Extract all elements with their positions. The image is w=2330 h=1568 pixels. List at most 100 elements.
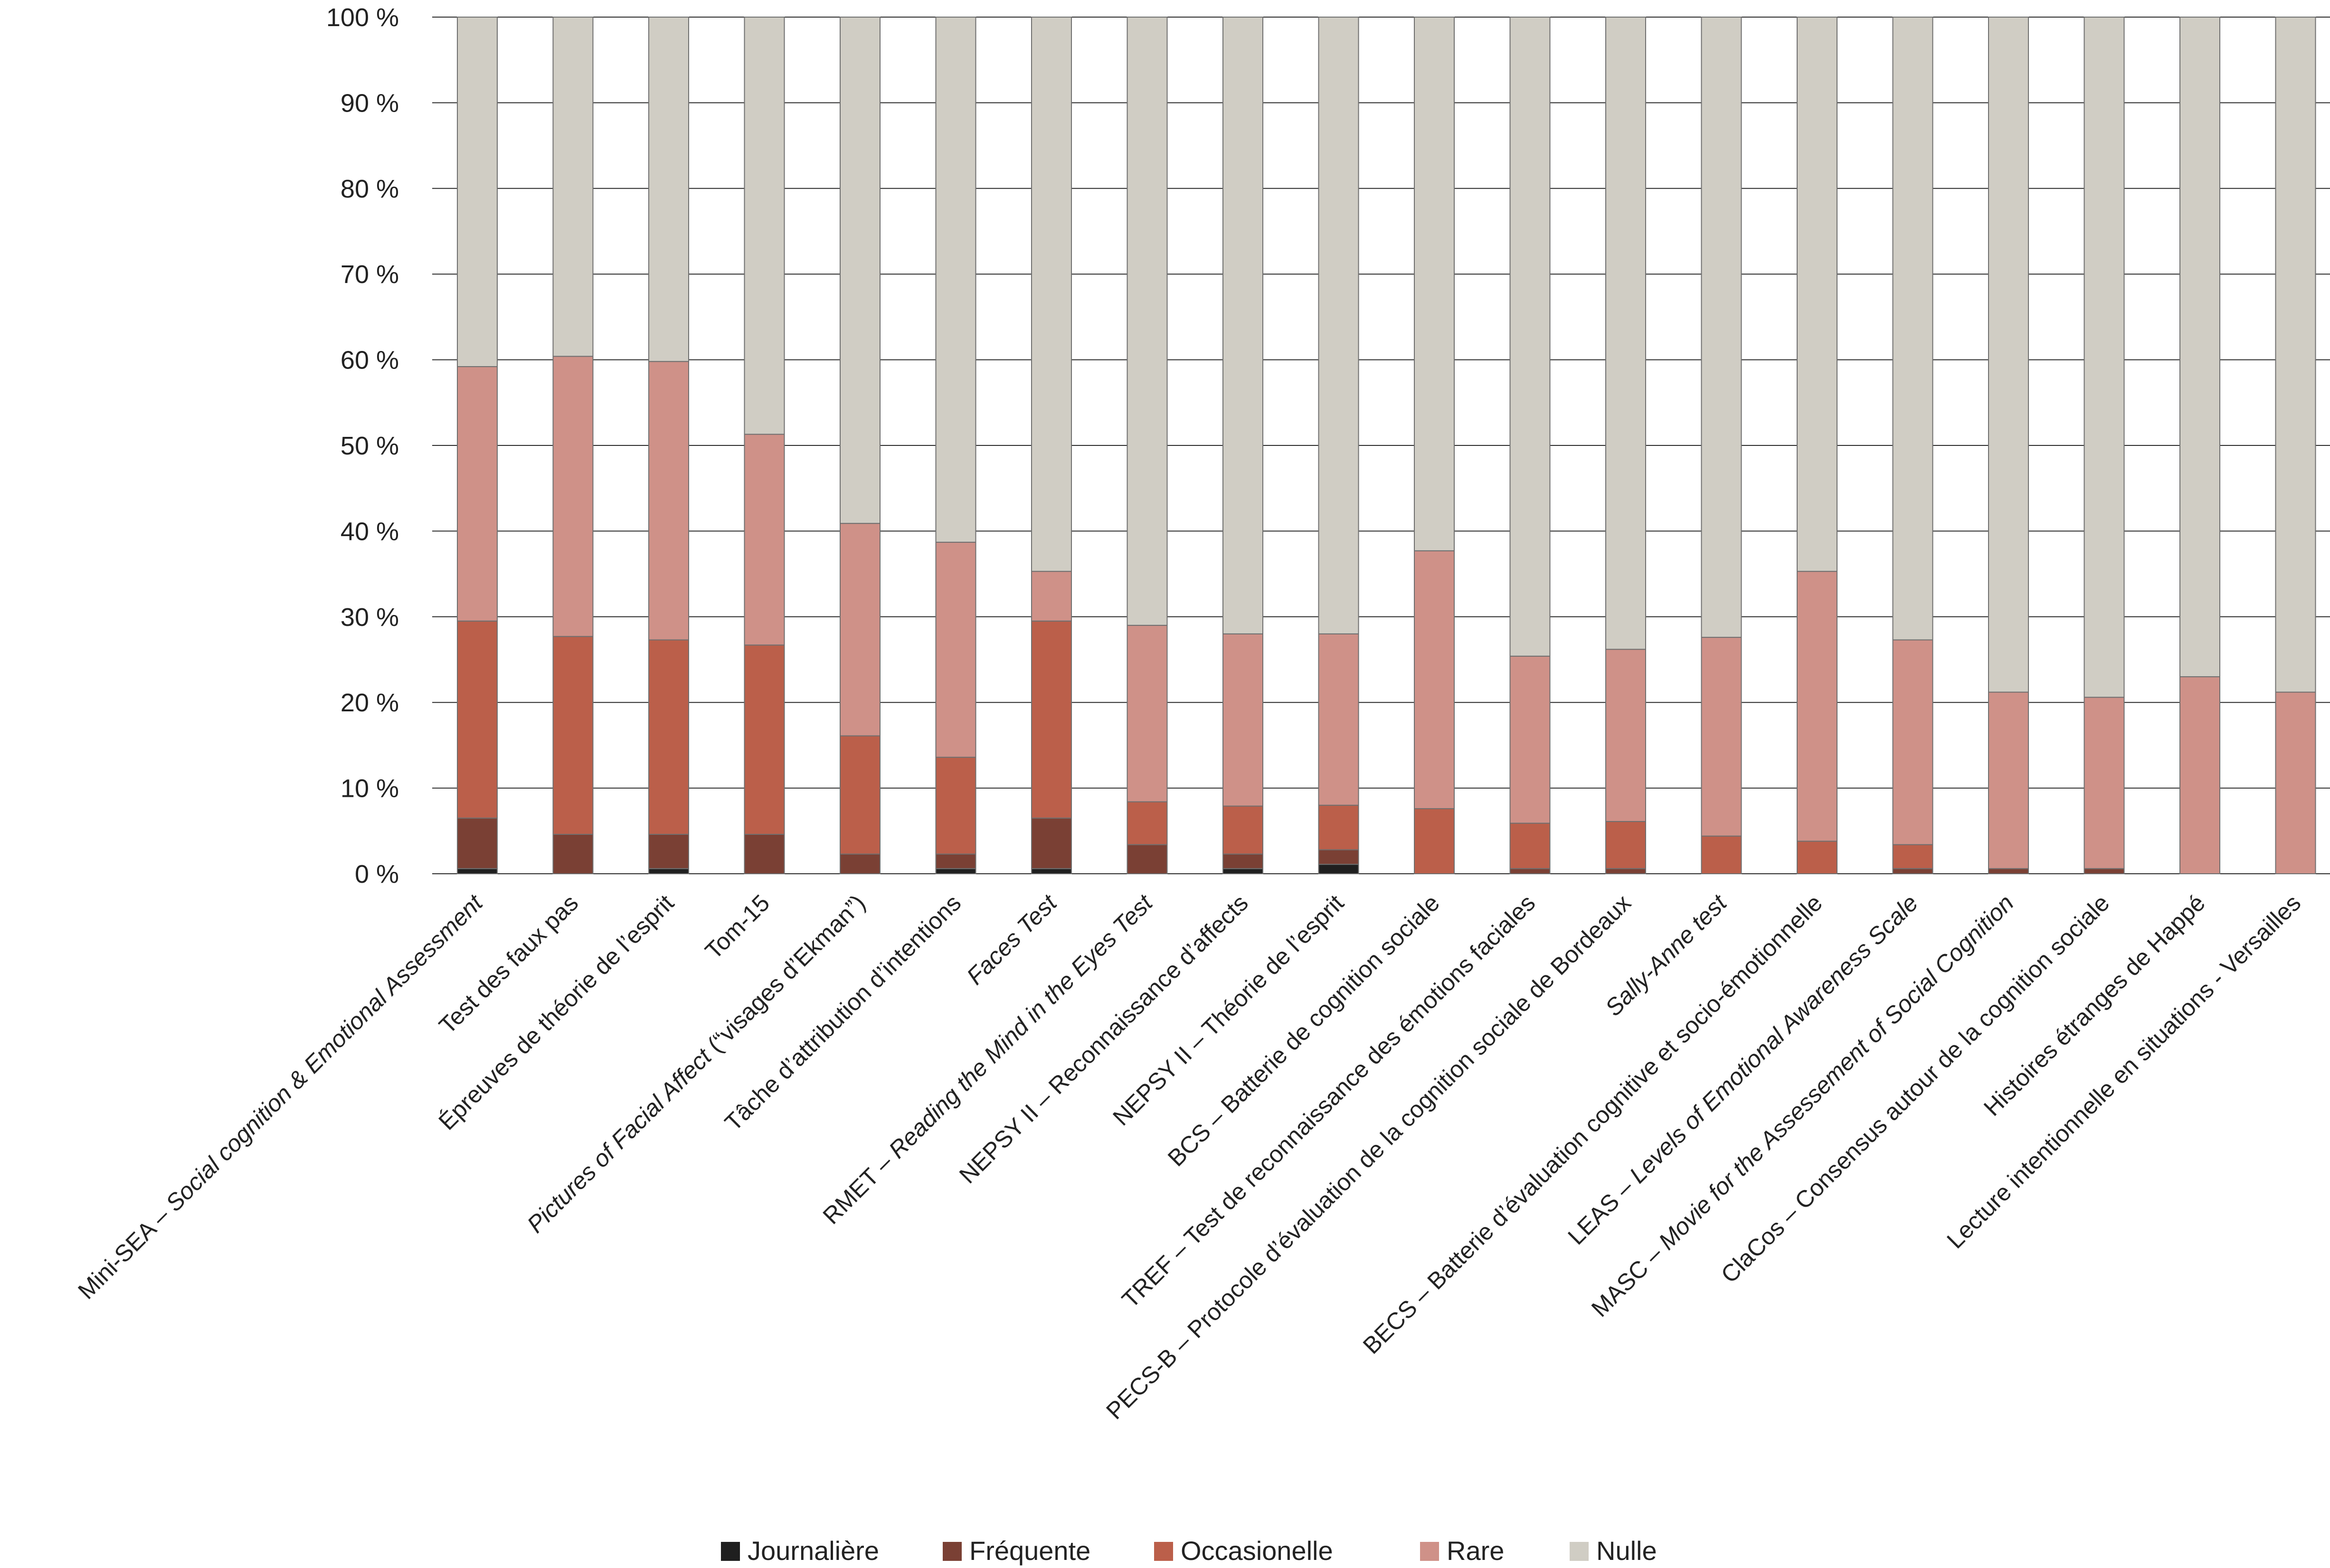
bar-segment xyxy=(1127,624,1168,803)
bar-segment xyxy=(1414,17,1455,551)
bar-segment xyxy=(1605,649,1646,822)
legend-label: Journalière xyxy=(748,1536,879,1566)
bar-segment xyxy=(457,817,498,869)
y-tick-label: 30 % xyxy=(341,603,399,632)
bar-segment xyxy=(1509,655,1551,824)
bar-segment xyxy=(1892,868,1933,875)
legend-item: Fréquente xyxy=(943,1536,1090,1566)
bar-stack xyxy=(1222,17,1263,875)
bar-segment xyxy=(2275,17,2316,693)
bar-segment xyxy=(935,756,976,855)
bar-segment xyxy=(1414,550,1455,809)
legend-item: Journalière xyxy=(721,1536,879,1566)
legend-label: Occasionelle xyxy=(1181,1536,1333,1566)
bar-segment xyxy=(744,834,785,874)
bar-segment xyxy=(935,17,976,543)
bar-segment xyxy=(2084,868,2125,875)
legend-label: Fréquente xyxy=(969,1536,1090,1566)
bar-segment xyxy=(1031,571,1072,622)
bar-segment xyxy=(648,17,689,362)
y-axis-tick-labels: 0 % 10 % 20 % 30 % 40 % 50 % 60 % 70 % 80 % 90 % 1… xyxy=(326,3,399,888)
bar-segment xyxy=(2084,697,2125,869)
bar-segment xyxy=(1605,17,1646,650)
bar-stack xyxy=(744,17,785,874)
legend-swatch xyxy=(1154,1542,1173,1561)
bar-segment xyxy=(648,834,689,869)
x-tick-label: BECS – Batterie d’évaluation cognitive e… xyxy=(1358,889,1828,1359)
bar-segment xyxy=(1509,822,1551,869)
bar-stack xyxy=(2084,17,2125,875)
bar-segment xyxy=(457,868,498,875)
y-tick-label: 70 % xyxy=(341,260,399,289)
bar-segment xyxy=(1127,801,1168,845)
y-tick-label: 80 % xyxy=(341,175,399,203)
bar-segment xyxy=(552,17,594,357)
bar-segment xyxy=(744,434,785,646)
bar-stack xyxy=(1605,17,1646,875)
bar-stack xyxy=(840,17,881,875)
legend-swatch xyxy=(1570,1542,1589,1561)
y-tick-label: 20 % xyxy=(341,689,399,717)
y-tick-label: 0 % xyxy=(355,860,399,888)
legend-item: Rare xyxy=(1420,1536,1504,1566)
bar-segment xyxy=(1509,868,1551,875)
bar-segment xyxy=(552,356,594,637)
bar-segment xyxy=(1127,844,1168,874)
bar-segment xyxy=(1797,841,1837,874)
x-tick-label: Lecture intentionnelle en situations - V… xyxy=(1942,889,2306,1254)
bar-stack xyxy=(935,17,976,875)
y-tick-label: 40 % xyxy=(341,517,399,546)
bar-stack xyxy=(1797,17,1837,874)
x-axis-category-labels: Mini-SEA – Social cognition & Emotional … xyxy=(73,889,2306,1425)
bar-segment xyxy=(744,644,785,835)
bar-segment xyxy=(1031,17,1072,572)
bar-segment xyxy=(1222,853,1263,869)
bar-segment xyxy=(552,636,594,835)
bar-segment xyxy=(1892,844,1933,869)
bar-segment xyxy=(1318,849,1359,865)
bar-segment xyxy=(1892,17,1933,641)
bar-segment xyxy=(1701,835,1742,875)
bar-segment xyxy=(1318,804,1359,850)
bar-stack xyxy=(1318,17,1359,875)
y-tick-label: 50 % xyxy=(341,432,399,460)
bar-segment xyxy=(1127,17,1168,626)
bar-segment xyxy=(935,541,976,758)
bar-stack xyxy=(1892,17,1933,875)
bar-segment xyxy=(1605,821,1646,869)
legend-label: Nulle xyxy=(1596,1536,1657,1566)
bar-segment xyxy=(648,868,689,875)
bar-segment xyxy=(1318,17,1359,634)
bar-segment xyxy=(1892,639,1933,845)
bar-segment xyxy=(1031,868,1072,875)
bar-segment xyxy=(1414,808,1455,874)
bar-segment xyxy=(1031,817,1072,869)
bar-segment xyxy=(1988,691,2029,869)
legend-item: Occasionelle xyxy=(1154,1536,1333,1566)
bar-stack xyxy=(1701,17,1742,875)
legend-swatch xyxy=(943,1542,962,1561)
x-tick-label: RMET – Reading the Mind in the Eyes Test xyxy=(818,889,1158,1229)
bar-segment xyxy=(1509,17,1551,657)
bar-segment xyxy=(2275,691,2316,874)
bar-segment xyxy=(1605,868,1646,875)
bar-segment xyxy=(840,17,881,524)
gridlines xyxy=(432,17,2330,874)
bar-stack xyxy=(1127,17,1168,874)
bar-segment xyxy=(457,17,498,368)
bars xyxy=(457,17,2316,875)
y-tick-label: 60 % xyxy=(341,346,399,375)
bar-segment xyxy=(457,620,498,819)
bar-segment xyxy=(1222,633,1263,807)
y-tick-label: 10 % xyxy=(341,775,399,803)
bar-segment xyxy=(1797,17,1837,572)
bar-stack xyxy=(1031,17,1072,875)
bar-segment xyxy=(2084,17,2125,698)
bar-segment xyxy=(1701,637,1742,837)
bar-segment xyxy=(1988,868,2029,875)
legend: Journalière Fréquente Occasionelle Rare Null… xyxy=(721,1536,1657,1566)
legend-item: Nulle xyxy=(1570,1536,1657,1566)
bar-segment xyxy=(648,361,689,641)
bar-segment xyxy=(457,366,498,622)
